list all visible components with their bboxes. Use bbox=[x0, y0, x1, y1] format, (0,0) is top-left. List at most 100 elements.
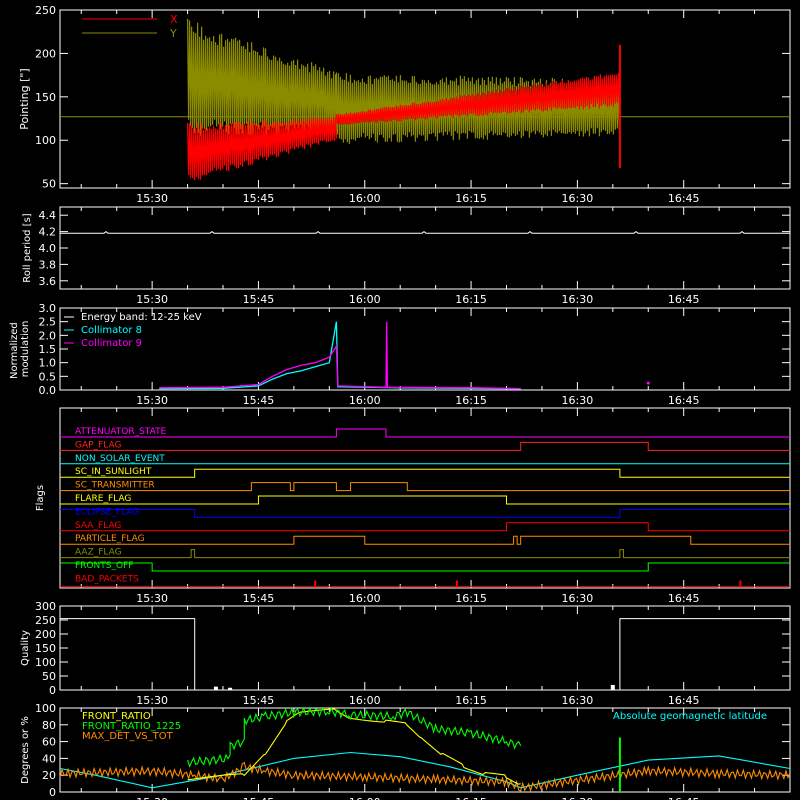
legend: X Y bbox=[82, 13, 178, 40]
x-ticks: 15:30 15:45 16:00 16:15 16:30 16:45 bbox=[80, 207, 791, 306]
y-axis-label: Normalized modulation bbox=[9, 319, 31, 379]
y-tick-label: 2.0 bbox=[39, 329, 57, 342]
oscillation-y bbox=[187, 18, 338, 136]
x-tick-label: 16:45 bbox=[668, 192, 700, 205]
y-tick-label: 4.4 bbox=[39, 209, 57, 222]
flag-label: PARTICLE_FLAG bbox=[75, 534, 145, 544]
flag-trace bbox=[60, 562, 790, 572]
y-tick-label: 0 bbox=[49, 684, 56, 697]
flag-trace bbox=[60, 482, 790, 492]
modulation-line-c9 bbox=[159, 321, 521, 390]
quality-bump bbox=[610, 684, 615, 690]
x-tick-label: 15:45 bbox=[243, 796, 275, 800]
x-tick-label: 16:30 bbox=[562, 192, 594, 205]
x-tick-label: 15:30 bbox=[136, 796, 168, 800]
y-tick-label: 3.6 bbox=[39, 275, 57, 288]
flag-trace bbox=[60, 428, 790, 438]
y-ticks: 0.00.51.01.52.02.53.0 bbox=[39, 302, 790, 397]
flag-row-saa-flag: SAA_FLAG bbox=[60, 521, 790, 532]
x-tick-label: 16:15 bbox=[455, 394, 487, 407]
x-ticks: 15:30 15:45 16:00 16:15 16:30 16:45 bbox=[80, 708, 791, 800]
panel-degrees: Degrees or % 15:30 15:45 16:00 16:15 16:30 16… bbox=[20, 702, 791, 800]
y-axis-label: Degrees or % bbox=[20, 716, 31, 784]
x-tick-label: 16:45 bbox=[668, 592, 700, 605]
y-axis-label: Flags bbox=[35, 485, 46, 511]
y-tick-label: 80 bbox=[42, 719, 56, 732]
flag-label: SC_IN_SUNLIGHT bbox=[75, 467, 152, 477]
quality-bump bbox=[213, 686, 218, 690]
x-ticks: 15:30 15:45 16:00 16:15 16:30 16:45 bbox=[80, 308, 791, 407]
y-tick-label: 250 bbox=[35, 614, 56, 627]
flag-label: BAD_PACKETS bbox=[75, 574, 139, 584]
y-tick-label: 60 bbox=[42, 736, 56, 749]
x-tick-label: 16:15 bbox=[455, 192, 487, 205]
legend-label-geomag: Absolute geomagnetic latitude bbox=[613, 711, 767, 722]
flag-trace bbox=[60, 549, 790, 559]
y-tick-label: 0.0 bbox=[39, 384, 57, 397]
y-tick-label: 1.0 bbox=[39, 357, 57, 370]
degrees-line-front-ratio bbox=[187, 708, 521, 785]
y-tick-label: 0 bbox=[49, 786, 56, 799]
x-tick-label: 15:30 bbox=[136, 592, 168, 605]
modulation-blip bbox=[646, 381, 650, 385]
x-tick-label: 16:45 bbox=[668, 796, 700, 800]
y-tick-label: 4.0 bbox=[39, 242, 57, 255]
oscillation-x bbox=[187, 116, 338, 181]
flag-row-non-solar-event: NON_SOLAR_EVENT bbox=[60, 454, 790, 465]
flag-row-sc-transmitter: SC_TRANSMITTER bbox=[60, 481, 790, 492]
flag-row-gap-flag: GAP_FLAG bbox=[60, 440, 790, 451]
flag-trace bbox=[60, 495, 790, 505]
plot-frame bbox=[59, 407, 791, 589]
panel-pointing: Pointing ["] 15:30 15:45 16:00 16:15 16:30 16… bbox=[18, 4, 791, 205]
flag-label: GAP_FLAG bbox=[75, 440, 121, 450]
flag-label: SAA_FLAG bbox=[75, 521, 121, 531]
y-tick-label: 1.5 bbox=[39, 343, 57, 356]
x-tick-label: 16:15 bbox=[455, 796, 487, 800]
data-layer: ATTENUATOR_STATE GAP_FLAG NON_SOLAR_EVENT S… bbox=[60, 427, 790, 587]
flag-row-fronts-off: FRONTS_OFF bbox=[60, 561, 790, 572]
y-tick-label: 200 bbox=[35, 47, 56, 60]
y-ticks: 3.6 3.8 4.0 4.2 4.4 bbox=[39, 209, 790, 288]
energy-band-label: Energy band: 12-25 keV bbox=[81, 312, 202, 323]
y-tick-label: 200 bbox=[35, 628, 56, 641]
x-ticks: 15:30 15:45 16:00 16:15 16:30 16:45 bbox=[80, 10, 791, 205]
y-tick-label: 3.8 bbox=[39, 258, 57, 271]
data-layer bbox=[60, 618, 790, 691]
oscillation-x bbox=[335, 72, 620, 125]
flag-row-sc-in-sunlight: SC_IN_SUNLIGHT bbox=[60, 467, 790, 478]
quality-line bbox=[60, 618, 790, 691]
x-tick-label: 16:45 bbox=[668, 293, 700, 306]
x-tick-label: 16:00 bbox=[349, 694, 381, 707]
legend-label-c9: Collimator 9 bbox=[81, 338, 142, 349]
y-tick-label: 3.0 bbox=[39, 302, 57, 315]
plot-frame bbox=[59, 707, 791, 793]
flag-label: ECLIPSE_FLAG bbox=[75, 507, 139, 517]
x-tick-label: 16:45 bbox=[668, 694, 700, 707]
x-tick-label: 15:30 bbox=[136, 192, 168, 205]
flag-label: NON_SOLAR_EVENT bbox=[75, 454, 165, 464]
flag-row-eclipse-flag: ECLIPSE_FLAG bbox=[60, 507, 790, 518]
degrees-line-front-ratio-1225 bbox=[187, 706, 522, 768]
panel-quality: Quality 15:30 15:45 16:00 16:15 16:30 16:45 0… bbox=[20, 600, 791, 707]
x-tick-label: 16:30 bbox=[562, 694, 594, 707]
panel-roll-period: Roll period [s] 15:30 15:45 16:00 16:15 16:3… bbox=[22, 206, 791, 306]
y-tick-label: 300 bbox=[35, 600, 56, 613]
plot-frame bbox=[59, 9, 791, 189]
legend-label-max-det: MAX_DET_VS_TOT bbox=[82, 731, 174, 742]
x-tick-label: 15:30 bbox=[136, 694, 168, 707]
x-tick-label: 15:45 bbox=[243, 394, 275, 407]
flag-row-attenuator-state: ATTENUATOR_STATE bbox=[60, 427, 790, 438]
roll-period-line bbox=[60, 230, 790, 234]
data-layer bbox=[59, 706, 791, 793]
x-tick-label: 16:00 bbox=[349, 796, 381, 800]
flag-trace bbox=[60, 522, 790, 532]
x-tick-label: 15:45 bbox=[243, 293, 275, 306]
x-tick-label: 16:30 bbox=[562, 394, 594, 407]
y-axis-label-line2: modulation bbox=[20, 321, 31, 378]
x-tick-label: 16:15 bbox=[455, 293, 487, 306]
y-ticks: 50 100 150 200 250 bbox=[35, 4, 790, 191]
x-tick-label: 15:45 bbox=[243, 192, 275, 205]
y-tick-label: 40 bbox=[42, 752, 56, 765]
y-tick-label: 100 bbox=[35, 656, 56, 669]
x-tick-label: 15:45 bbox=[243, 694, 275, 707]
